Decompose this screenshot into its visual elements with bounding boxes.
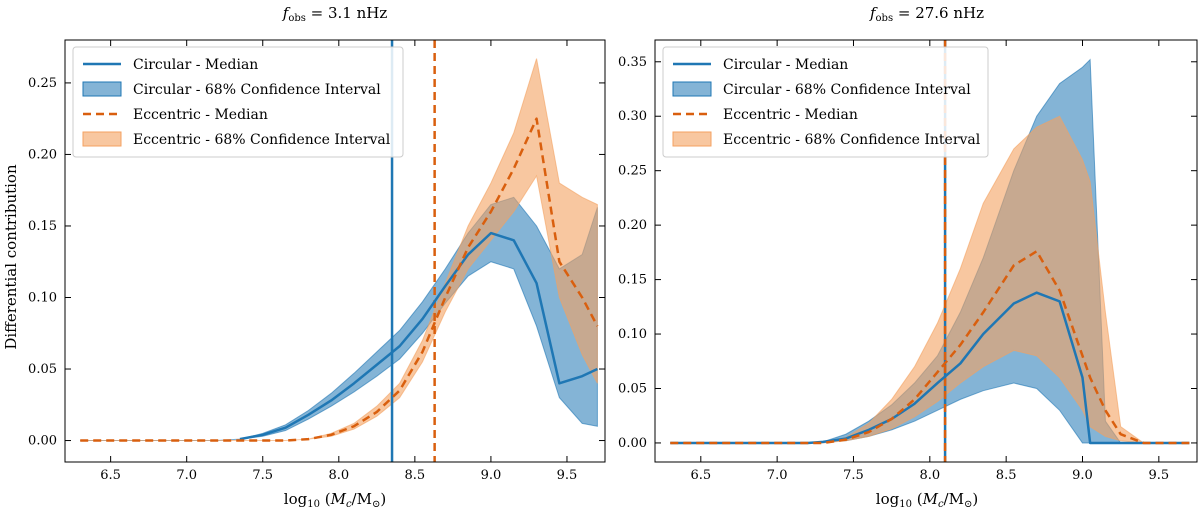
legend-label: Circular - Median	[723, 57, 848, 73]
legend-swatch-band	[82, 81, 122, 97]
series-group	[670, 40, 1190, 462]
plot-frame	[654, 39, 1198, 463]
x-tick-label: 6.5	[100, 468, 121, 483]
legend-box	[662, 46, 989, 158]
y-tick-label: 0.10	[618, 327, 647, 342]
x-tick-label: 8.5	[996, 468, 1017, 483]
x-tick-label: 9.0	[1072, 468, 1093, 483]
x-tick-label: 9.5	[1148, 468, 1169, 483]
title-symbol: f	[869, 4, 878, 22]
legend-swatch-band	[672, 81, 712, 97]
y-tick-label: 0.00	[618, 436, 647, 451]
x-tick-label: 6.5	[690, 468, 711, 483]
x-axis-label: log10 (Mc/M⊙)	[284, 490, 386, 510]
eccentric-median-line	[80, 117, 599, 442]
legend-label: Eccentric - 68% Confidence Interval	[723, 132, 981, 148]
y-tick-label: 0.20	[28, 147, 57, 162]
y-tick-label: 0.10	[28, 290, 57, 305]
y-tick-label: 0.00	[28, 434, 57, 449]
title-value: = 27.6 nHz	[893, 4, 984, 22]
circular-ci-band	[80, 196, 598, 442]
panel-left: fobs = 3.1 nHz 6.5 7.0 7.5 8.0 8.5 9.0 9.5 0.00…	[2, 4, 606, 510]
x-tick-label: 9.0	[481, 468, 502, 483]
x-tick-label: 7.5	[252, 468, 273, 483]
eccentric-median-line	[670, 250, 1190, 445]
legend-swatch-band	[82, 131, 122, 147]
y-tick-label: 0.05	[618, 381, 647, 396]
x-tick-label: 7.0	[176, 468, 197, 483]
panel-right: fobs = 27.6 nHz 6.5 7.0 7.5 8.0 8.5 9.0 9.5 0.0…	[618, 4, 1198, 510]
circular-median-line	[239, 231, 598, 441]
title-symbol: f	[282, 4, 291, 22]
y-tick-label: 0.25	[28, 76, 57, 91]
title-subscript: obs	[876, 13, 894, 24]
y-tick-label: 0.35	[618, 55, 647, 70]
plot-frame	[64, 39, 606, 463]
legend-box	[72, 46, 404, 158]
y-tick-label: 0.05	[28, 362, 57, 377]
y-tick-label: 0.15	[28, 219, 57, 234]
legend-label: Eccentric - Median	[723, 107, 858, 123]
title-value: = 3.1 nHz	[306, 4, 387, 22]
y-tick-label: 0.25	[618, 164, 647, 179]
x-tick-label: 7.5	[843, 468, 864, 483]
plot-area: 6.5 7.0 7.5 8.0 8.5 9.0 9.5 0.00 0.05 0.10 0.15 0.2…	[618, 39, 1198, 483]
x-tick-label: 8.0	[328, 468, 349, 483]
x-tick-label: 8.0	[919, 468, 940, 483]
legend-label: Circular - 68% Confidence Interval	[133, 82, 381, 98]
panel-title: fobs = 3.1 nHz	[282, 4, 388, 24]
legend-swatch-band	[672, 131, 712, 147]
legend-label: Eccentric - 68% Confidence Interval	[133, 132, 391, 148]
y-tick-label: 0.20	[618, 218, 647, 233]
y-axis-label: Differential contribution	[2, 164, 20, 350]
panel-title: fobs = 27.6 nHz	[869, 4, 984, 24]
plot-area: 6.5 7.0 7.5 8.0 8.5 9.0 9.5 0.00 0.05 0.10 0.15 0.2…	[28, 39, 606, 483]
legend-label: Circular - 68% Confidence Interval	[723, 82, 971, 98]
x-tick-label: 9.5	[557, 468, 578, 483]
eccentric-ci-band	[80, 58, 598, 442]
x-axis-label: log10 (Mc/M⊙)	[876, 490, 978, 510]
y-tick-label: 0.15	[618, 273, 647, 288]
eccentric-ci-band	[670, 115, 1190, 444]
series-group	[80, 40, 599, 462]
x-tick-label: 7.0	[767, 468, 788, 483]
y-tick-label: 0.30	[618, 109, 647, 124]
title-subscript: obs	[288, 13, 306, 24]
legend-label: Eccentric - Median	[133, 107, 268, 123]
legend-label: Circular - Median	[133, 57, 258, 73]
x-tick-label: 8.5	[405, 468, 426, 483]
